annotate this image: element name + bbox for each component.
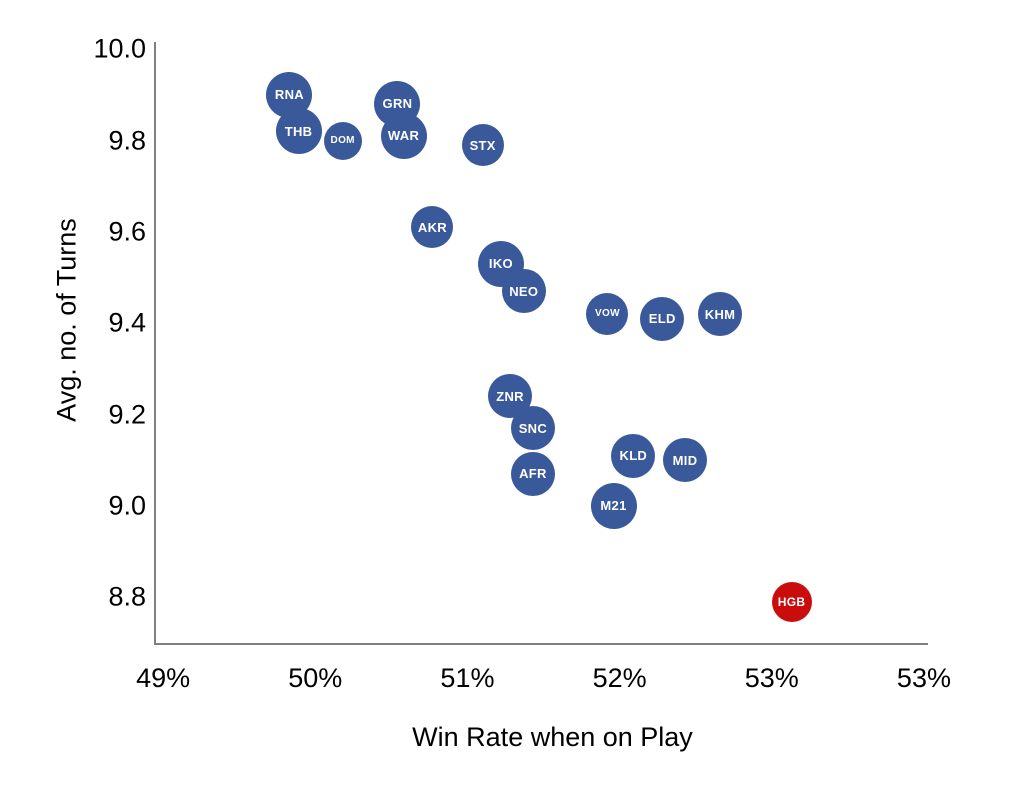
y-tick-label: 9.4	[108, 307, 146, 338]
x-axis-title: Win Rate when on Play	[412, 722, 693, 752]
point-label: STX	[469, 137, 496, 153]
x-tick-label: 52%	[592, 663, 647, 693]
point-label: HGB	[777, 594, 806, 609]
point-label: THB	[284, 123, 313, 139]
x-tick-label: 53%	[896, 663, 951, 693]
data-point-THB: THB	[275, 108, 322, 155]
point-label: RNA	[274, 87, 304, 103]
point-label: AKR	[417, 219, 447, 235]
x-axis-line	[154, 643, 928, 645]
data-point-KLD: KLD	[611, 433, 656, 478]
y-tick-label: 8.8	[108, 581, 146, 612]
data-point-VOW: VOW	[586, 293, 629, 336]
point-label: KLD	[619, 448, 648, 464]
y-tick-label: 10.0	[93, 33, 146, 64]
point-label: ELD	[648, 311, 676, 327]
point-label: WAR	[387, 128, 420, 144]
y-tick-label: 9.2	[108, 399, 146, 430]
point-label: MID	[672, 452, 698, 468]
data-point-SNC: SNC	[510, 406, 555, 451]
point-label: SNC	[518, 420, 548, 436]
point-label: IKO	[488, 256, 513, 272]
data-point-DOM: DOM	[323, 121, 362, 160]
point-label: DOM	[330, 134, 355, 146]
point-label: VOW	[595, 308, 620, 320]
data-point-ELD: ELD	[640, 296, 685, 341]
y-axis-line	[154, 42, 156, 644]
y-axis-title: Avg. no. of Turns	[51, 218, 82, 422]
point-label: GRN	[382, 96, 413, 112]
point-label: ZNR	[496, 388, 524, 404]
data-point-MID: MID	[663, 438, 708, 483]
data-point-NEO: NEO	[501, 269, 546, 314]
point-label: KHM	[704, 306, 736, 322]
data-point-AFR: AFR	[510, 451, 555, 496]
y-tick-label: 9.6	[108, 216, 146, 247]
x-tick-label: 49%	[136, 663, 191, 693]
y-tick-label: 9.8	[108, 125, 146, 155]
point-label: AFR	[519, 466, 547, 482]
data-point-AKR: AKR	[411, 206, 454, 249]
point-label: NEO	[509, 283, 539, 299]
point-label: M21	[600, 498, 627, 514]
data-point-M21: M21	[590, 482, 637, 529]
x-tick-label: 53%	[744, 663, 799, 693]
x-tick-label: 50%	[288, 663, 343, 693]
x-tick-label: 51%	[440, 663, 495, 693]
data-point-KHM: KHM	[698, 292, 743, 337]
data-point-HGB: HGB	[771, 581, 812, 622]
data-point-STX: STX	[461, 124, 504, 167]
y-tick-label: 9.0	[108, 490, 146, 521]
data-point-WAR: WAR	[380, 112, 427, 159]
